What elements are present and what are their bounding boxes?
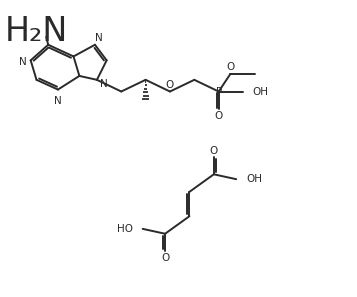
Text: N: N xyxy=(95,33,103,43)
Text: N: N xyxy=(19,57,27,67)
Text: OH: OH xyxy=(246,174,262,184)
Text: O: O xyxy=(226,62,235,72)
Text: O: O xyxy=(161,253,169,263)
Text: OH: OH xyxy=(253,86,269,97)
Text: N: N xyxy=(54,96,62,106)
Text: P: P xyxy=(216,86,222,97)
Text: HO: HO xyxy=(117,224,133,234)
Text: N: N xyxy=(100,79,107,89)
Text: H₂N: H₂N xyxy=(5,15,68,48)
Text: O: O xyxy=(215,111,223,121)
Text: O: O xyxy=(210,146,218,156)
Text: O: O xyxy=(166,80,174,90)
